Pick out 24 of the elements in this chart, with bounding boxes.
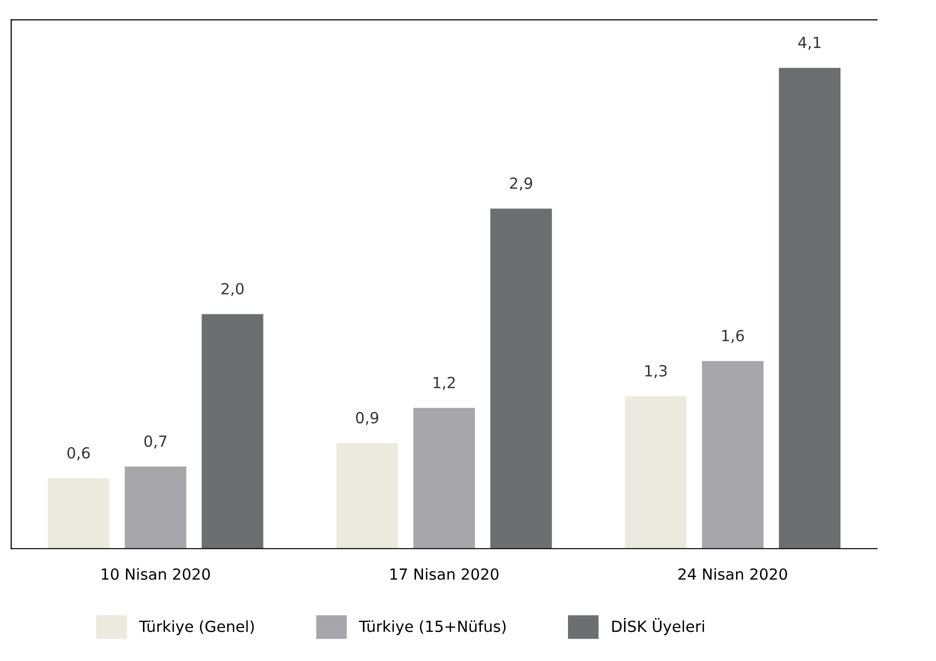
bar [778,68,840,549]
data-label: 0,9 [356,412,378,426]
bar [202,314,264,549]
bar [336,443,398,549]
data-label: 0,7 [144,435,166,448]
bar [48,478,110,549]
data-label: 2,9 [510,177,532,191]
data-label: 1,6 [722,330,744,343]
bar [702,361,764,549]
bar [413,408,475,549]
x-tick-label: 17 Nisan 2020 [390,568,498,580]
data-label: 1,3 [645,365,667,378]
legend-label: Türkiye (15+Nüfus) [358,620,506,636]
bar [124,466,186,549]
data-label: 4,1 [798,36,820,50]
bar [624,396,687,549]
data-label: 0,6 [67,447,90,460]
data-label: 1,2 [434,376,455,390]
legend-label: DİSK Üyeleri [612,618,704,636]
data-label: 2,0 [221,282,244,296]
legend-label: Türkiye (Genel) [139,620,254,636]
x-tick-label: 24 Nisan 2020 [678,568,788,580]
bar [490,208,552,549]
x-tick-label: 10 Nisan 2020 [102,568,210,580]
